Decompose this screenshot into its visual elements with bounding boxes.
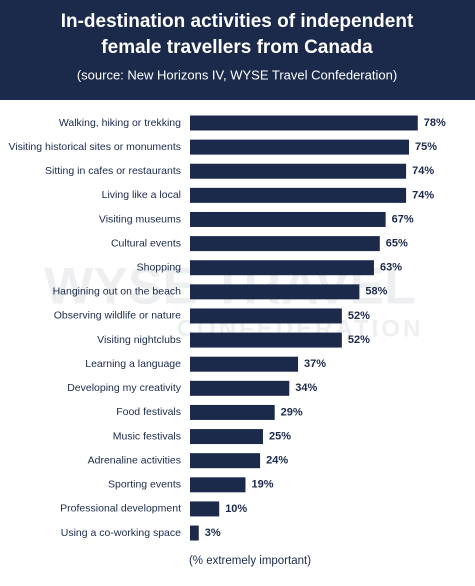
value-label: 37%: [304, 358, 326, 370]
value-label: 29%: [281, 406, 303, 418]
value-label: 75%: [415, 141, 437, 153]
chart-title: female travellers from Canada: [101, 37, 373, 58]
value-label: 78%: [424, 117, 446, 129]
category-label: Sporting events: [108, 479, 181, 491]
bar: [190, 501, 220, 517]
category-label: Living like a local: [102, 189, 181, 201]
bar: [190, 477, 246, 493]
category-label: Shopping: [137, 262, 182, 274]
bar: [190, 187, 407, 203]
category-label: Visiting nightclubs: [97, 334, 181, 346]
chart-subtitle: (source: New Horizons IV, WYSE Travel Co…: [77, 67, 397, 82]
bar: [190, 380, 290, 396]
value-label: 65%: [386, 238, 408, 250]
bar: [190, 236, 380, 252]
category-label: Hangining out on the beach: [53, 286, 182, 298]
value-label: 52%: [348, 310, 370, 322]
category-label: Sitting in cafes or restaurants: [45, 165, 181, 177]
bar: [190, 429, 263, 445]
value-label: 74%: [412, 189, 434, 201]
value-label: 58%: [365, 286, 387, 298]
category-label: Using a co-working space: [61, 527, 181, 539]
value-label: 19%: [251, 479, 273, 491]
bar: [190, 260, 374, 276]
value-label: 34%: [295, 382, 317, 394]
value-label: 3%: [205, 527, 221, 539]
category-label: Observing wildlife or nature: [54, 310, 181, 322]
bar: [190, 525, 199, 541]
x-axis-label: (% extremely important): [189, 555, 311, 567]
value-label: 10%: [225, 503, 247, 515]
value-label: 52%: [348, 334, 370, 346]
category-label: Music festivals: [113, 430, 181, 442]
bar: [190, 115, 418, 131]
category-label: Learning a language: [85, 358, 181, 370]
bar: [190, 308, 342, 324]
chart-title: In-destination activities of independent: [61, 11, 414, 32]
value-label: 63%: [380, 262, 402, 274]
bar: [190, 211, 386, 227]
bar: [190, 332, 342, 348]
bar: [190, 453, 261, 469]
category-label: Cultural events: [111, 237, 181, 249]
value-label: 25%: [269, 430, 291, 442]
bar: [190, 356, 299, 372]
value-label: 24%: [266, 455, 288, 467]
bar: [190, 163, 407, 179]
value-label: 74%: [412, 165, 434, 177]
category-label: Food festivals: [116, 406, 181, 418]
value-label: 67%: [392, 213, 414, 225]
category-label: Developing my creativity: [67, 382, 182, 394]
category-label: Visiting museums: [99, 213, 181, 225]
category-label: Professional development: [60, 503, 181, 515]
bar: [190, 284, 360, 300]
category-label: Adrenaline activities: [88, 454, 181, 466]
category-label: Walking, hiking or trekking: [59, 117, 181, 129]
bar: [190, 139, 409, 155]
category-label: Visiting historical sites or monuments: [8, 141, 181, 153]
header-band: [0, 0, 475, 100]
bar: [190, 404, 275, 420]
